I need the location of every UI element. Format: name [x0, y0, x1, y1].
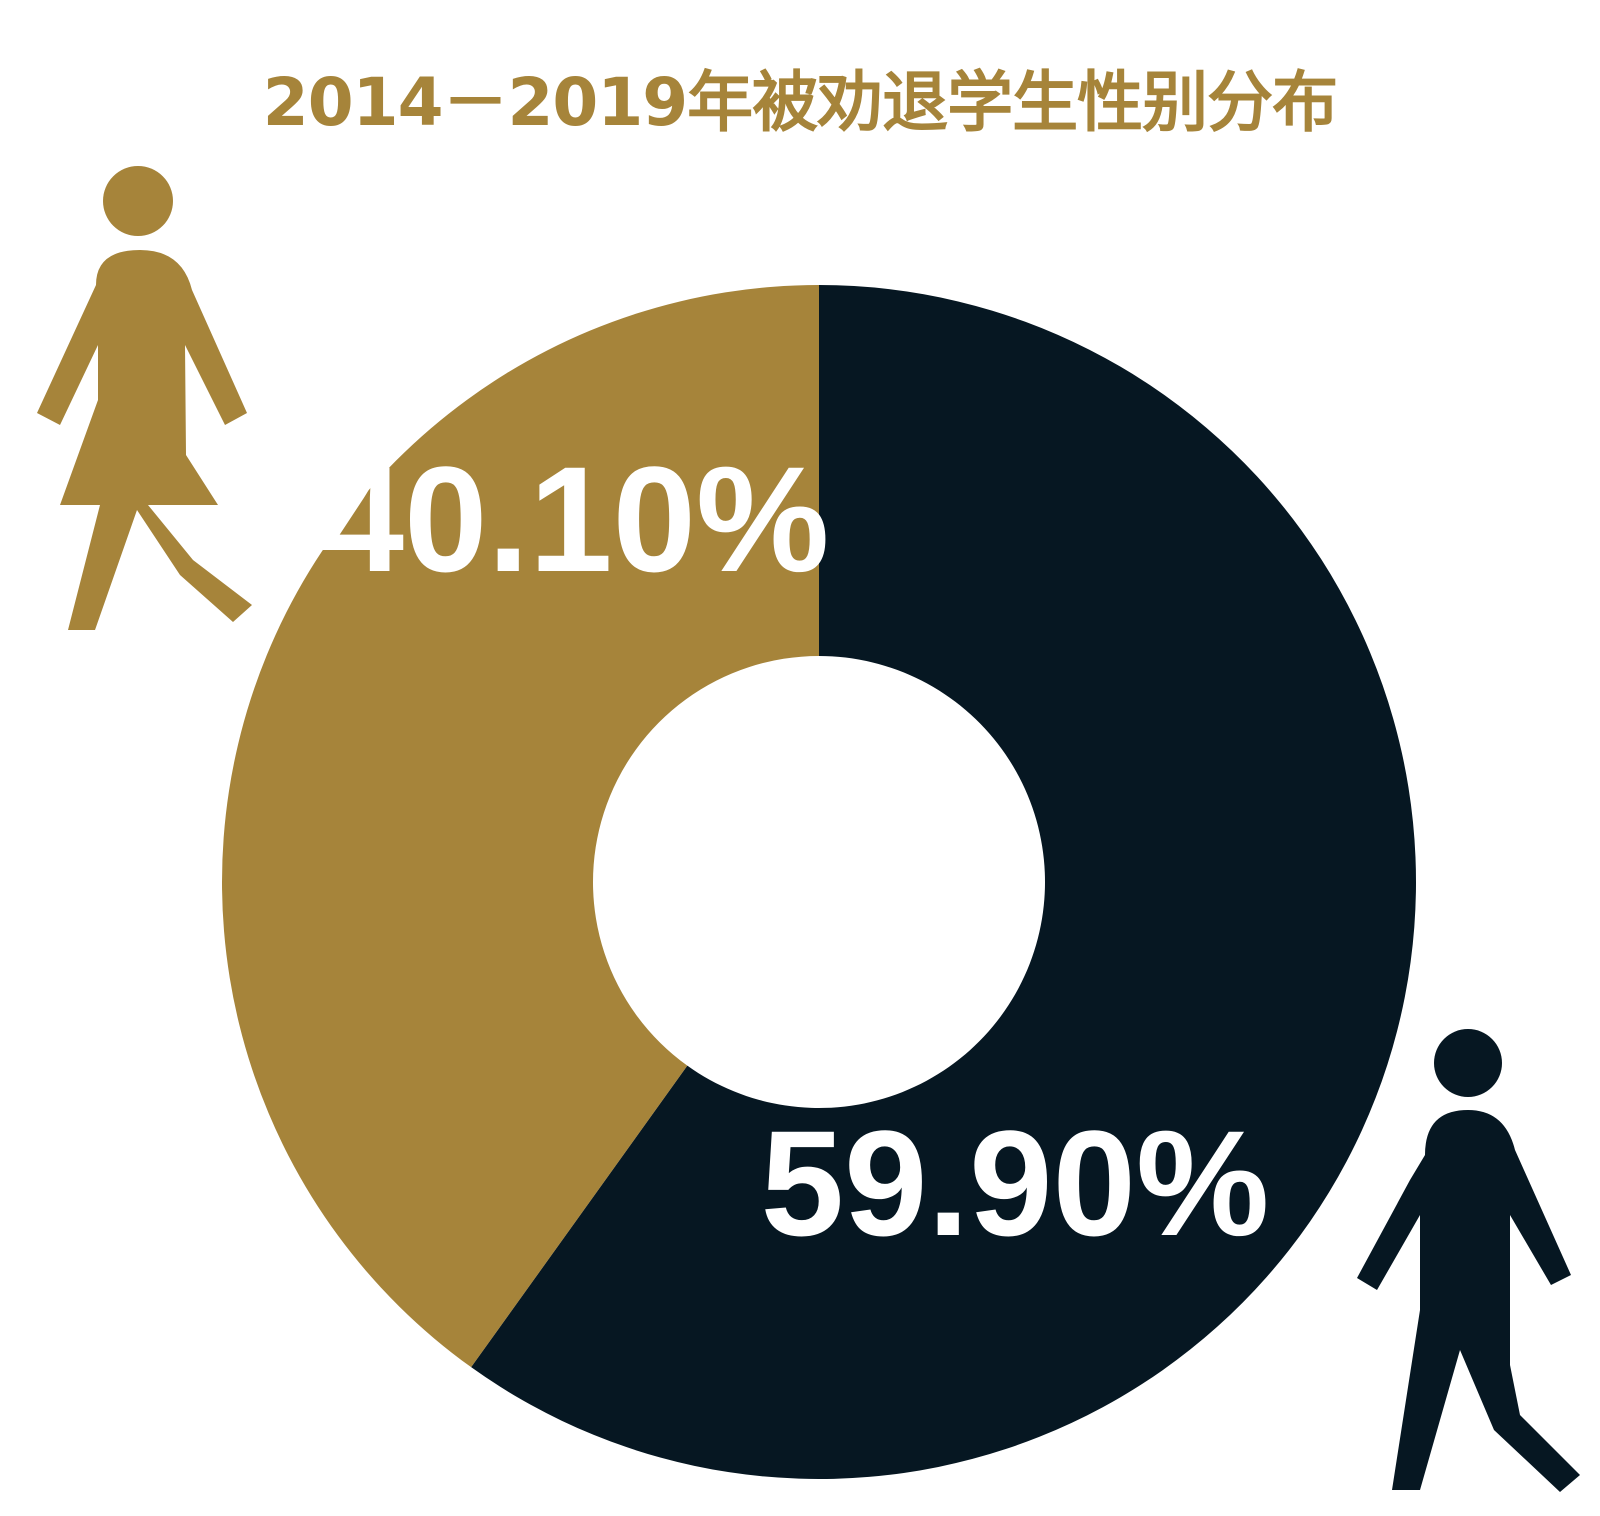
male-figure-icon — [1357, 1029, 1580, 1492]
donut-labels: 40.10% 59.90% — [321, 435, 1270, 1267]
donut-slices — [221, 285, 1416, 1479]
data-label-female: 40.10% — [321, 435, 830, 603]
chart-title: 2014－2019年被劝退学生性别分布 — [262, 64, 1338, 141]
female-figure-icon — [37, 166, 252, 630]
donut-slice-male — [471, 285, 1416, 1479]
data-label-male: 59.90% — [761, 1099, 1270, 1267]
donut-slice-female — [221, 285, 820, 1368]
